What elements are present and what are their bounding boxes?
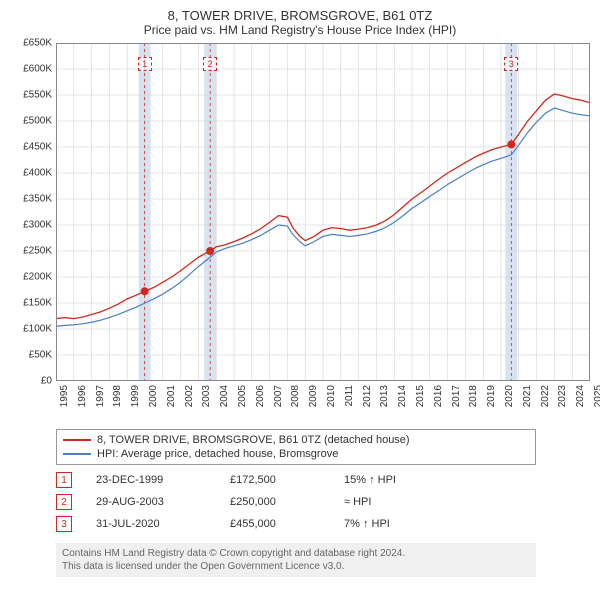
y-tick-label: £500K xyxy=(23,116,52,127)
x-tick-label: 1996 xyxy=(77,385,88,407)
legend-item: HPI: Average price, detached house, Brom… xyxy=(63,447,529,461)
x-tick-label: 1998 xyxy=(112,385,123,407)
y-tick-label: £250K xyxy=(23,246,52,257)
event-price: £250,000 xyxy=(230,496,320,508)
event-row: 3 31-JUL-2020 £455,000 7% ↑ HPI xyxy=(56,513,590,535)
x-tick-label: 2005 xyxy=(237,385,248,407)
event-marker-2: 2 xyxy=(203,57,217,71)
event-note: 15% ↑ HPI xyxy=(344,474,464,486)
x-tick-label: 2014 xyxy=(397,385,408,407)
chart-area: £0 £50K £100K £150K £200K £250K £300K £350K £400… xyxy=(10,43,590,423)
x-tick-label: 1999 xyxy=(130,385,141,407)
x-tick-label: 2019 xyxy=(486,385,497,407)
event-price: £172,500 xyxy=(230,474,320,486)
legend-label: HPI: Average price, detached house, Brom… xyxy=(97,448,338,460)
x-tick-label: 2024 xyxy=(575,385,586,407)
footer-line1: Contains HM Land Registry data © Crown c… xyxy=(62,547,530,560)
event-row: 2 29-AUG-2003 £250,000 ≈ HPI xyxy=(56,491,590,513)
x-tick-label: 2011 xyxy=(344,385,355,407)
x-tick-label: 2010 xyxy=(326,385,337,407)
x-tick-label: 2008 xyxy=(290,385,301,407)
event-row: 1 23-DEC-1999 £172,500 15% ↑ HPI xyxy=(56,469,590,491)
x-tick-label: 2006 xyxy=(255,385,266,407)
y-tick-label: £600K xyxy=(23,64,52,75)
x-tick-label: 2021 xyxy=(522,385,533,407)
y-tick-label: £200K xyxy=(23,272,52,283)
legend-swatch xyxy=(63,439,91,441)
legend-swatch xyxy=(63,453,91,455)
event-number: 3 xyxy=(56,516,72,532)
x-tick-label: 2016 xyxy=(433,385,444,407)
x-tick-label: 2022 xyxy=(540,385,551,407)
x-tick-label: 2023 xyxy=(557,385,568,407)
y-tick-label: £650K xyxy=(23,38,52,49)
y-tick-label: £300K xyxy=(23,220,52,231)
x-tick-label: 2013 xyxy=(379,385,390,407)
y-axis-labels: £0 £50K £100K £150K £200K £250K £300K £350K £400… xyxy=(10,43,56,423)
event-number: 2 xyxy=(56,494,72,510)
event-note: 7% ↑ HPI xyxy=(344,518,464,530)
x-tick-label: 1997 xyxy=(95,385,106,407)
legend: 8, TOWER DRIVE, BROMSGROVE, B61 0TZ (det… xyxy=(56,429,536,465)
x-tick-label: 2012 xyxy=(362,385,373,407)
y-tick-label: £0 xyxy=(41,376,52,387)
x-tick-label: 2000 xyxy=(148,385,159,407)
page: 8, TOWER DRIVE, BROMSGROVE, B61 0TZ Pric… xyxy=(0,0,600,583)
y-tick-label: £100K xyxy=(23,324,52,335)
y-tick-label: £150K xyxy=(23,298,52,309)
event-price: £455,000 xyxy=(230,518,320,530)
x-tick-label: 2017 xyxy=(451,385,462,407)
x-tick-label: 2001 xyxy=(166,385,177,407)
line-chart xyxy=(56,43,590,381)
x-tick-label: 2009 xyxy=(308,385,319,407)
chart-title: 8, TOWER DRIVE, BROMSGROVE, B61 0TZ xyxy=(10,8,590,23)
sale-events: 1 23-DEC-1999 £172,500 15% ↑ HPI 2 29-AUG-200… xyxy=(56,469,590,535)
y-tick-label: £550K xyxy=(23,90,52,101)
y-tick-label: £450K xyxy=(23,142,52,153)
legend-item: 8, TOWER DRIVE, BROMSGROVE, B61 0TZ (det… xyxy=(63,433,529,447)
x-tick-label: 2003 xyxy=(201,385,212,407)
y-tick-label: £50K xyxy=(29,350,52,361)
event-note: ≈ HPI xyxy=(344,496,464,508)
x-tick-label: 2002 xyxy=(184,385,195,407)
chart-subtitle: Price paid vs. HM Land Registry's House … xyxy=(10,23,590,37)
x-tick-label: 2007 xyxy=(273,385,284,407)
event-marker-3: 3 xyxy=(504,57,518,71)
event-date: 23-DEC-1999 xyxy=(96,474,206,486)
footer-attribution: Contains HM Land Registry data © Crown c… xyxy=(56,543,536,577)
x-tick-label: 2025 xyxy=(593,385,600,407)
x-tick-label: 2004 xyxy=(219,385,230,407)
y-tick-label: £350K xyxy=(23,194,52,205)
x-tick-label: 2018 xyxy=(468,385,479,407)
y-tick-label: £400K xyxy=(23,168,52,179)
event-marker-1: 1 xyxy=(138,57,152,71)
x-tick-label: 1995 xyxy=(59,385,70,407)
legend-label: 8, TOWER DRIVE, BROMSGROVE, B61 0TZ (det… xyxy=(97,434,410,446)
event-date: 29-AUG-2003 xyxy=(96,496,206,508)
x-tick-label: 2020 xyxy=(504,385,515,407)
footer-line2: This data is licensed under the Open Gov… xyxy=(62,560,530,573)
event-date: 31-JUL-2020 xyxy=(96,518,206,530)
event-number: 1 xyxy=(56,472,72,488)
x-tick-label: 2015 xyxy=(415,385,426,407)
x-axis-labels: 1995 1996 1997 1998 1999 2000 2001 2002 2003 2004… xyxy=(56,381,590,423)
